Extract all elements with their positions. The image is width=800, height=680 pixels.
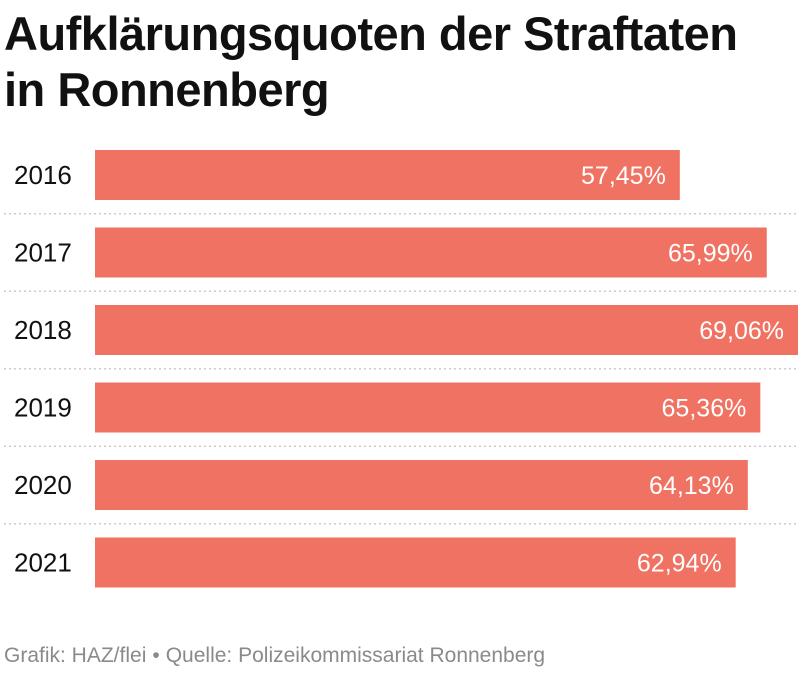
value-label-2021: 62,94% — [637, 550, 722, 578]
category-label-2016: 2016 — [14, 160, 72, 190]
footer-separator: • — [152, 644, 160, 667]
value-label-2016: 57,45% — [581, 162, 666, 190]
category-label-2018: 2018 — [14, 315, 72, 345]
footer-grafik: Grafik: HAZ/flei — [4, 644, 147, 667]
value-label-2020: 64,13% — [649, 472, 734, 500]
category-label-2019: 2019 — [14, 393, 72, 423]
chart-title: Aufklärungsquoten der Straftaten in Ronn… — [4, 7, 738, 116]
bar-2017 — [95, 227, 767, 278]
value-label-2018: 69,06% — [699, 317, 784, 345]
value-label-2019: 65,36% — [662, 395, 747, 423]
footer: Grafik: HAZ/flei • Quelle: Polizeikommissa… — [4, 644, 545, 668]
bar-2021 — [95, 537, 736, 588]
bar-chart: 2016 57,45% 2017 65,99% 2018 69,06% 2019 65,36%… — [4, 150, 798, 588]
bar-2018 — [95, 305, 798, 355]
category-label-2021: 2021 — [14, 548, 72, 578]
footer-quelle: Quelle: Polizeikommissariat Ronnenberg — [165, 644, 546, 667]
bar-2019 — [95, 382, 761, 433]
bar-2016 — [95, 150, 680, 200]
category-label-2017: 2017 — [14, 238, 72, 268]
value-label-2017: 65,99% — [668, 240, 753, 268]
category-label-2020: 2020 — [14, 470, 72, 500]
bar-2020 — [95, 460, 748, 510]
